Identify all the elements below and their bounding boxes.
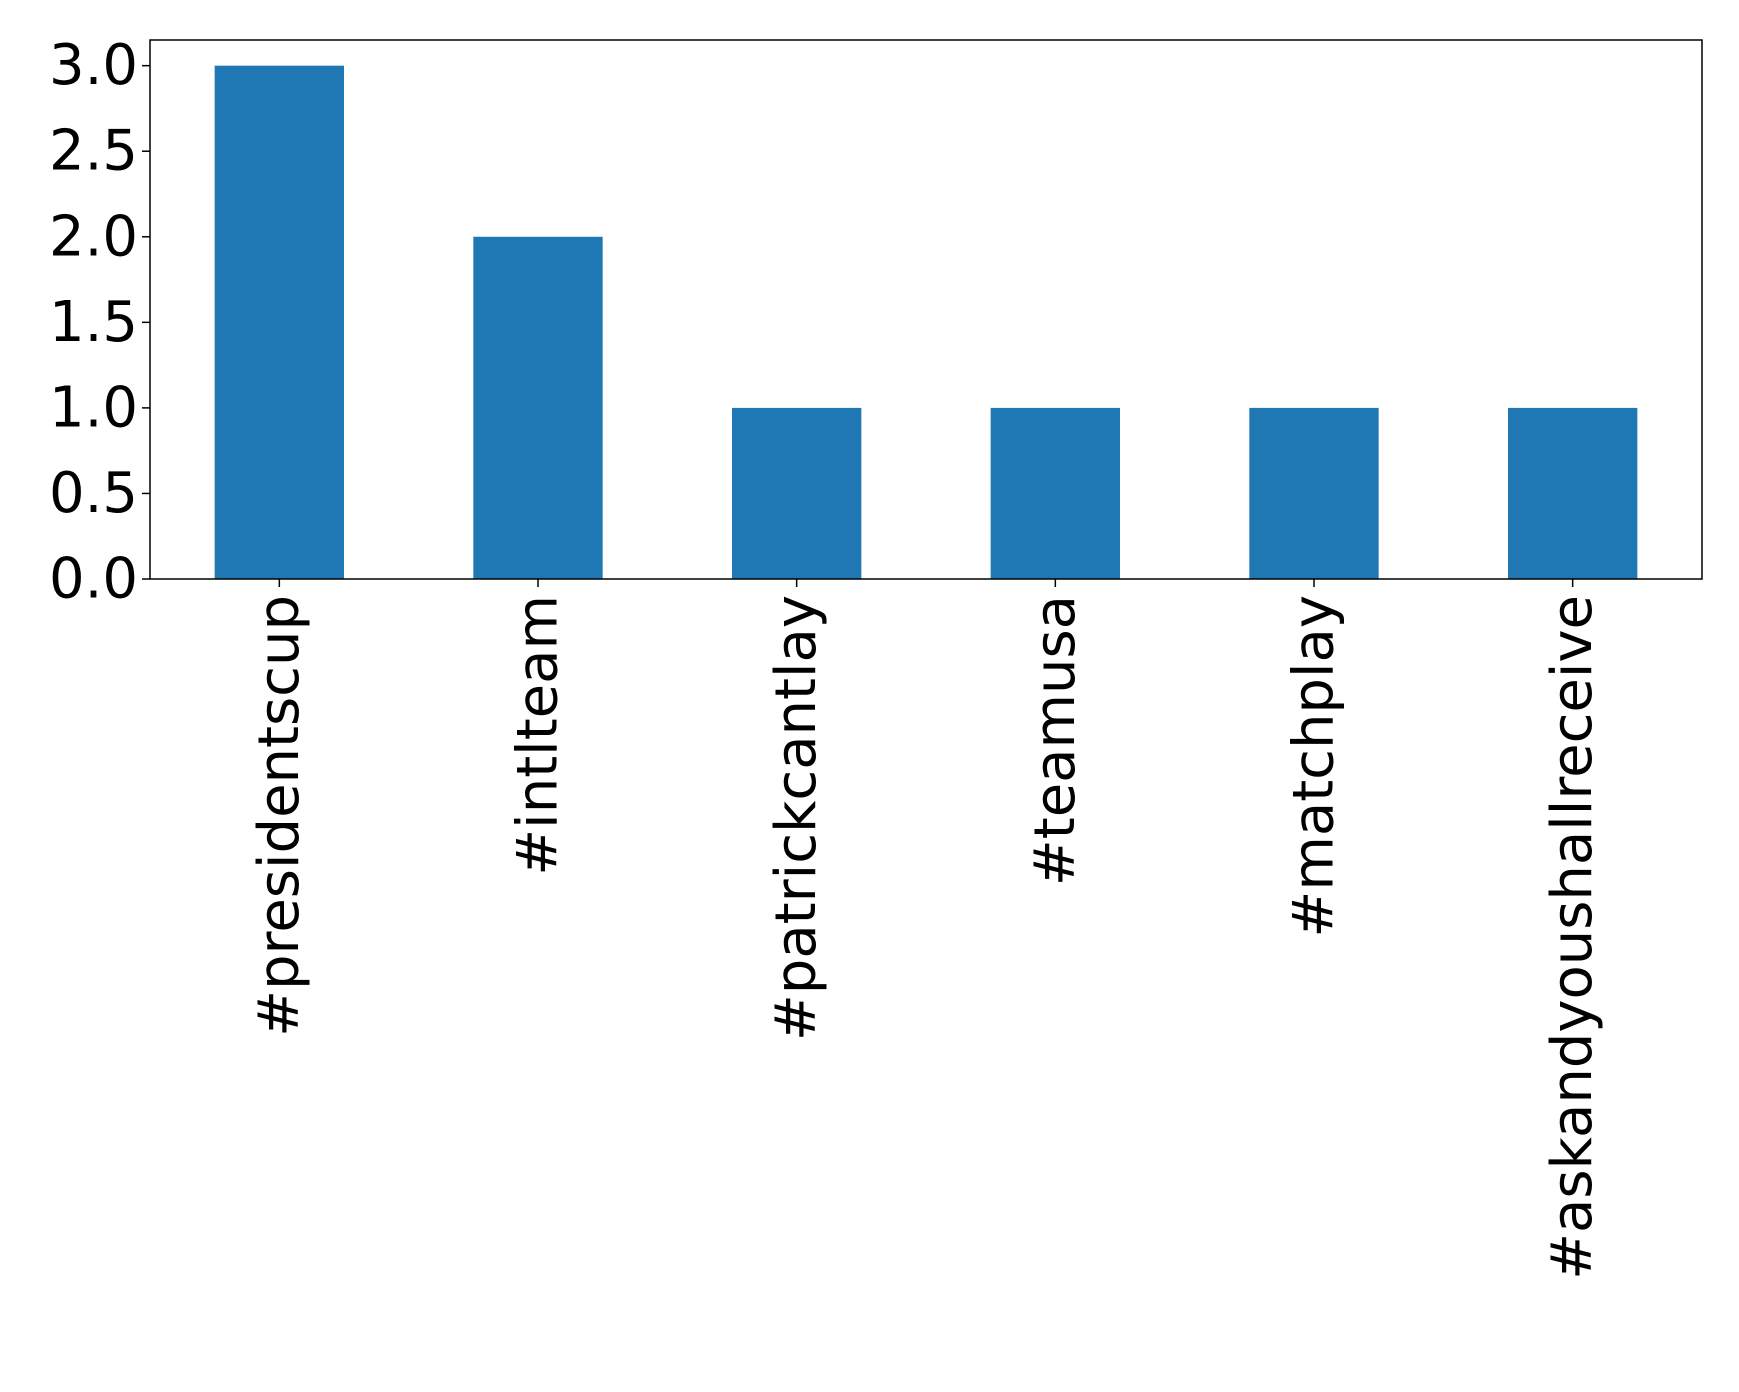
bar xyxy=(1249,407,1379,579)
y-tick-label: 2.5 xyxy=(49,119,138,184)
y-tick-label: 0.5 xyxy=(49,461,138,526)
y-tick-label: 1.5 xyxy=(49,290,138,355)
y-tick-label: 1.0 xyxy=(49,375,138,440)
x-tick-label: #teamusa xyxy=(1023,595,1088,886)
x-tick-label: #presidentscup xyxy=(247,595,312,1037)
bars-layer xyxy=(214,65,1638,579)
x-tick-label: #askandyoushallreceive xyxy=(1540,595,1605,1280)
x-axis-ticks: #presidentscup #intlteam #patrickcantlay #t… xyxy=(247,579,1605,1280)
x-tick-label: #intlteam xyxy=(506,595,571,876)
y-tick-label: 2.0 xyxy=(49,204,138,269)
bar xyxy=(473,236,603,579)
bar xyxy=(990,407,1120,579)
x-tick-label: #matchplay xyxy=(1282,595,1347,938)
x-tick-label: #patrickcantlay xyxy=(764,595,829,1041)
bar xyxy=(214,65,344,579)
y-tick-label: 0.0 xyxy=(49,547,138,612)
bar xyxy=(1508,407,1638,579)
y-axis-ticks: 0.0 0.5 1.0 1.5 2.0 2.5 3.0 xyxy=(49,33,150,612)
y-tick-label: 3.0 xyxy=(49,33,138,98)
plot-frame xyxy=(149,39,1703,580)
bar xyxy=(732,407,862,579)
